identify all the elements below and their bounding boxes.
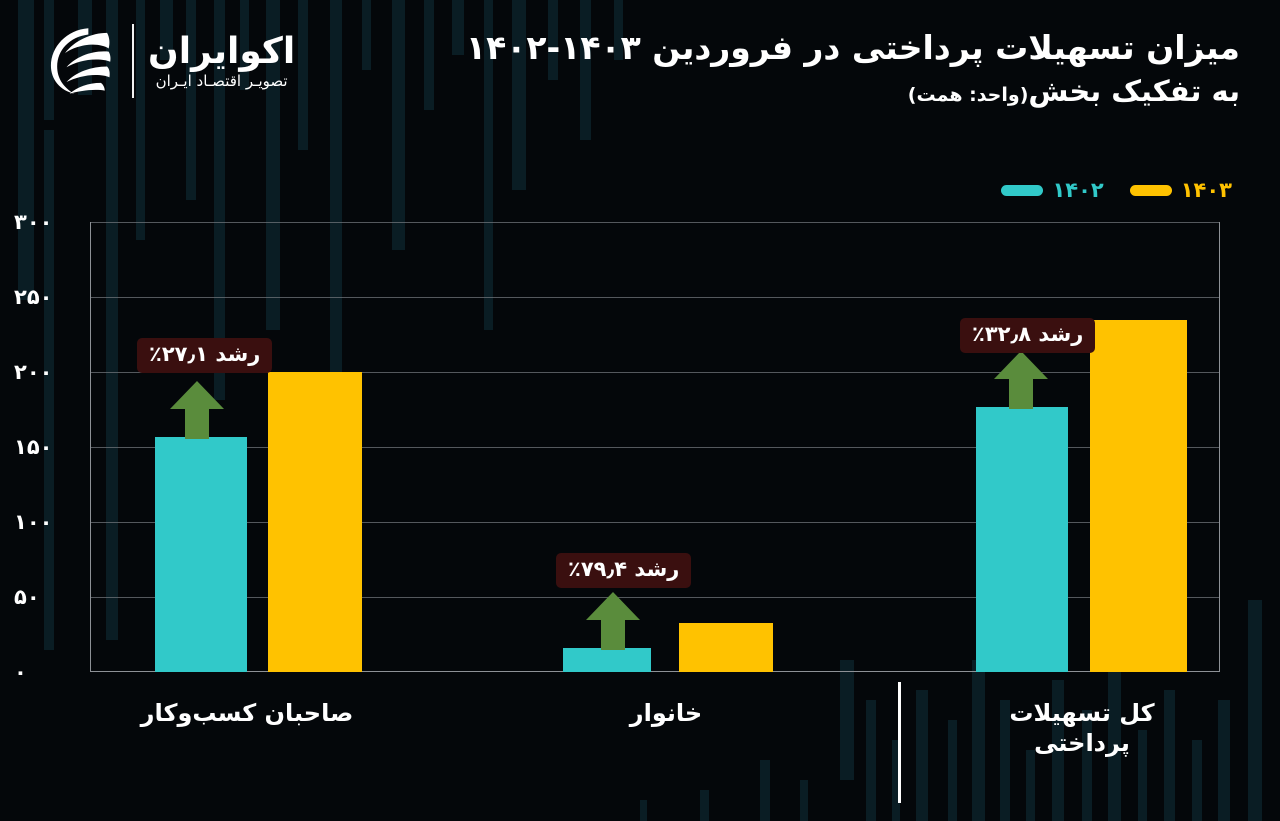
gridline-300 (91, 222, 1219, 223)
growth-badge-2: رشد ۳۲٫۸٪ (960, 318, 1096, 353)
y-axis-tick-50: ۵۰ (14, 585, 40, 609)
chart-subtitle: به تفکیک بخش(واحد: همت) (400, 72, 1240, 111)
legend-item-0[interactable]: ۱۴۰۳ (1129, 178, 1232, 202)
brand-name: اکوایران (148, 30, 296, 72)
bar-0-series-1402[interactable] (155, 436, 247, 672)
chart-legend: ۱۴۰۳ ۱۴۰۲ (1001, 178, 1232, 202)
growth-badge-1: رشد ۷۹٫۴٪ (556, 553, 692, 588)
bar-1-series-1403[interactable] (679, 622, 773, 672)
gridline-150 (91, 447, 1219, 448)
legend-swatch-pill-1 (1001, 184, 1044, 196)
gridline-50 (91, 597, 1219, 598)
brand-logo: اکوایران تصویـر اقتصـاد ایـران (40, 22, 295, 100)
eco-iran-swoosh-logo-icon (40, 22, 118, 100)
bar-1-series-1402[interactable] (563, 648, 651, 672)
growth-arrow-icon-0 (170, 380, 224, 439)
vertical-divider-icon (898, 682, 901, 803)
x-axis-category-label-2: کل تسهیلات پرداختی (1009, 699, 1155, 757)
y-axis-tick-150: ۱۵۰ (14, 435, 53, 459)
chart-subtitle-text: به تفکیک بخش (1028, 73, 1240, 108)
legend-label-1: ۱۴۰۲ (1052, 178, 1104, 202)
gridline-100 (91, 522, 1219, 523)
legend-label-0: ۱۴۰۳ (1180, 178, 1232, 202)
bar-0-series-1403[interactable] (268, 372, 362, 672)
x-axis-category-label-1: خانوار (629, 699, 703, 727)
y-axis-tick-250: ۲۵۰ (14, 285, 53, 309)
bar-2-series-1402[interactable] (976, 406, 1068, 672)
header: اکوایران تصویـر اقتصـاد ایـران میزان تسه… (0, 0, 1280, 175)
brand-tagline: تصویـر اقتصـاد ایـران (155, 71, 288, 90)
plot-area (90, 222, 1220, 672)
axis-baseline (91, 671, 1219, 672)
y-axis-tick-100: ۱۰۰ (14, 510, 53, 534)
y-axis-tick-300: ۳۰۰ (14, 210, 53, 234)
gridline-250 (91, 297, 1219, 298)
legend-item-1[interactable]: ۱۴۰۲ (1001, 178, 1103, 202)
y-axis-tick-0: ۰ (14, 660, 27, 684)
x-axis-category-label-0: صاحبان کسب‌وکار (140, 699, 354, 727)
bar-2-series-1403[interactable] (1090, 319, 1187, 672)
chart-titles: میزان تسهیلات پرداختی در فروردین ۱۴۰۳-۱۴… (400, 26, 1240, 111)
brand-text: اکوایران تصویـر اقتصـاد ایـران (148, 33, 295, 89)
y-axis-tick-200: ۲۰۰ (14, 360, 53, 384)
growth-badge-0: رشد ۲۷٫۱٪ (137, 338, 273, 373)
growth-arrow-icon-1 (586, 592, 640, 650)
gridline-200 (91, 372, 1219, 373)
logo-divider (132, 24, 134, 98)
chart-unit: (واحد: همت) (907, 83, 1029, 106)
growth-arrow-icon-2 (994, 350, 1048, 409)
chart-title: میزان تسهیلات پرداختی در فروردین ۱۴۰۳-۱۴… (465, 28, 1240, 67)
legend-swatch-pill-0 (1129, 184, 1172, 196)
